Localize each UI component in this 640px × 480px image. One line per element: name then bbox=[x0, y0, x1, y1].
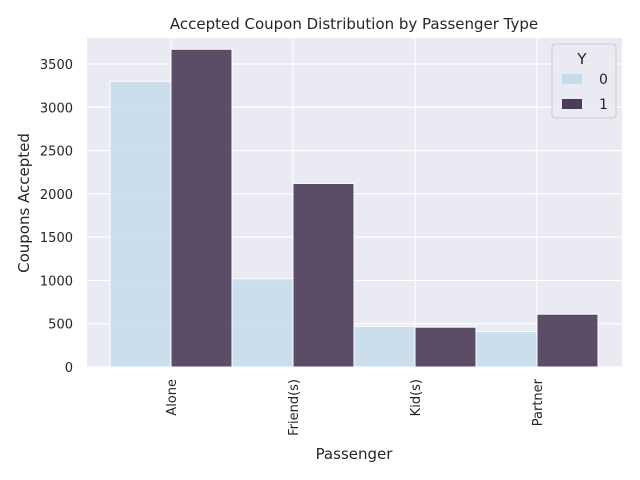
y-tick-label: 3000 bbox=[40, 101, 73, 116]
y-tick-label: 500 bbox=[48, 318, 73, 333]
legend-title: Y bbox=[576, 50, 587, 68]
bar-partner-y1 bbox=[536, 313, 599, 368]
y-axis-label: Coupons Accepted bbox=[15, 133, 33, 273]
bar-friends-y1 bbox=[292, 182, 355, 368]
y-tick-label: 2500 bbox=[40, 145, 73, 160]
y-tick-labels: 0 500 1000 1500 2000 2500 3000 3500 bbox=[40, 58, 73, 376]
y-tick-label: 3500 bbox=[40, 58, 73, 73]
bar-friends-y0 bbox=[231, 278, 294, 368]
x-axis-label: Passenger bbox=[316, 445, 394, 463]
legend: Y 0 1 bbox=[551, 43, 617, 119]
x-tick-labels: Alone Friend(s) Kid(s) Partner bbox=[165, 378, 546, 436]
bar-partner-y0 bbox=[475, 331, 538, 368]
legend-label-1: 1 bbox=[599, 97, 608, 113]
legend-swatch-0 bbox=[562, 74, 582, 84]
bar-alone-y1 bbox=[170, 48, 233, 368]
y-tick-label: 2000 bbox=[40, 188, 73, 203]
x-tick-label: Friend(s) bbox=[287, 379, 302, 436]
x-tick-label: Partner bbox=[531, 378, 546, 426]
y-tick-label: 1500 bbox=[40, 231, 73, 246]
x-tick-label: Alone bbox=[165, 379, 180, 416]
legend-label-0: 0 bbox=[599, 72, 608, 88]
y-tick-label: 0 bbox=[65, 361, 73, 376]
legend-swatch-1 bbox=[562, 99, 582, 109]
bars bbox=[109, 48, 599, 368]
bar-kids-y1 bbox=[414, 326, 477, 368]
bar-kids-y0 bbox=[353, 325, 416, 368]
x-tick-label: Kid(s) bbox=[409, 379, 424, 416]
chart-title: Accepted Coupon Distribution by Passenge… bbox=[170, 15, 538, 33]
y-tick-label: 1000 bbox=[40, 274, 73, 289]
bar-alone-y0 bbox=[109, 80, 172, 368]
